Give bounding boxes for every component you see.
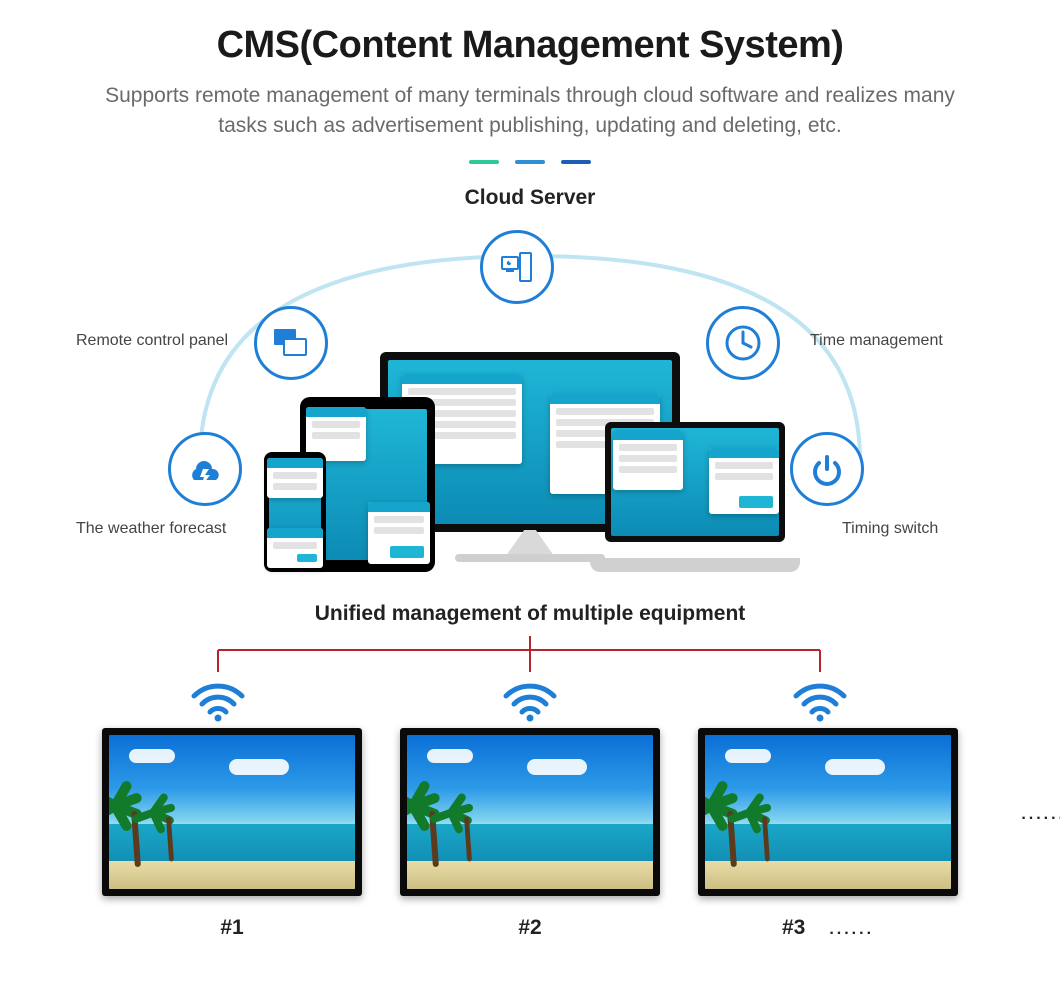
- power-icon: [807, 449, 847, 489]
- distribution-tree: [100, 636, 960, 728]
- weather-node: [168, 432, 242, 506]
- page-title: CMS(Content Management System): [0, 0, 1060, 67]
- device-cluster: [270, 352, 790, 572]
- page-subtitle: Supports remote management of many termi…: [0, 67, 1060, 142]
- cloud-server-label: Cloud Server: [0, 186, 1060, 210]
- dash-1: [469, 160, 499, 164]
- wifi-icon-1: [188, 676, 248, 722]
- architecture-diagram: Remote control panel Time management The…: [0, 218, 1060, 578]
- weather-label: The weather forecast: [76, 520, 226, 538]
- server-node: [480, 230, 554, 304]
- power-label: Timing switch: [842, 520, 938, 538]
- dash-3: [561, 160, 591, 164]
- unified-management-label: Unified management of multiple equipment: [0, 602, 1060, 626]
- weather-icon: [182, 449, 228, 489]
- dash-2: [515, 160, 545, 164]
- smartphone: [264, 452, 326, 572]
- row-ellipsis: ......: [1021, 806, 1060, 824]
- display-2-caption: #2: [400, 916, 660, 940]
- accent-dashes: [0, 160, 1060, 164]
- display-3: #3 ......: [698, 728, 958, 940]
- display-row: #1 #2: [0, 728, 1060, 940]
- wifi-icon-3: [790, 676, 850, 722]
- display-1: #1: [102, 728, 362, 940]
- power-node: [790, 432, 864, 506]
- server-icon: [497, 247, 537, 287]
- time-label: Time management: [810, 332, 943, 350]
- monitor-stand: [506, 530, 554, 556]
- caption-ellipsis: ......: [829, 921, 874, 939]
- monitor-base: [455, 554, 605, 562]
- display-1-caption: #1: [102, 916, 362, 940]
- remote-panel-label: Remote control panel: [76, 332, 228, 350]
- laptop: [590, 422, 800, 572]
- wifi-icon-2: [500, 676, 560, 722]
- display-2: #2: [400, 728, 660, 940]
- display-3-caption: #3: [782, 916, 805, 940]
